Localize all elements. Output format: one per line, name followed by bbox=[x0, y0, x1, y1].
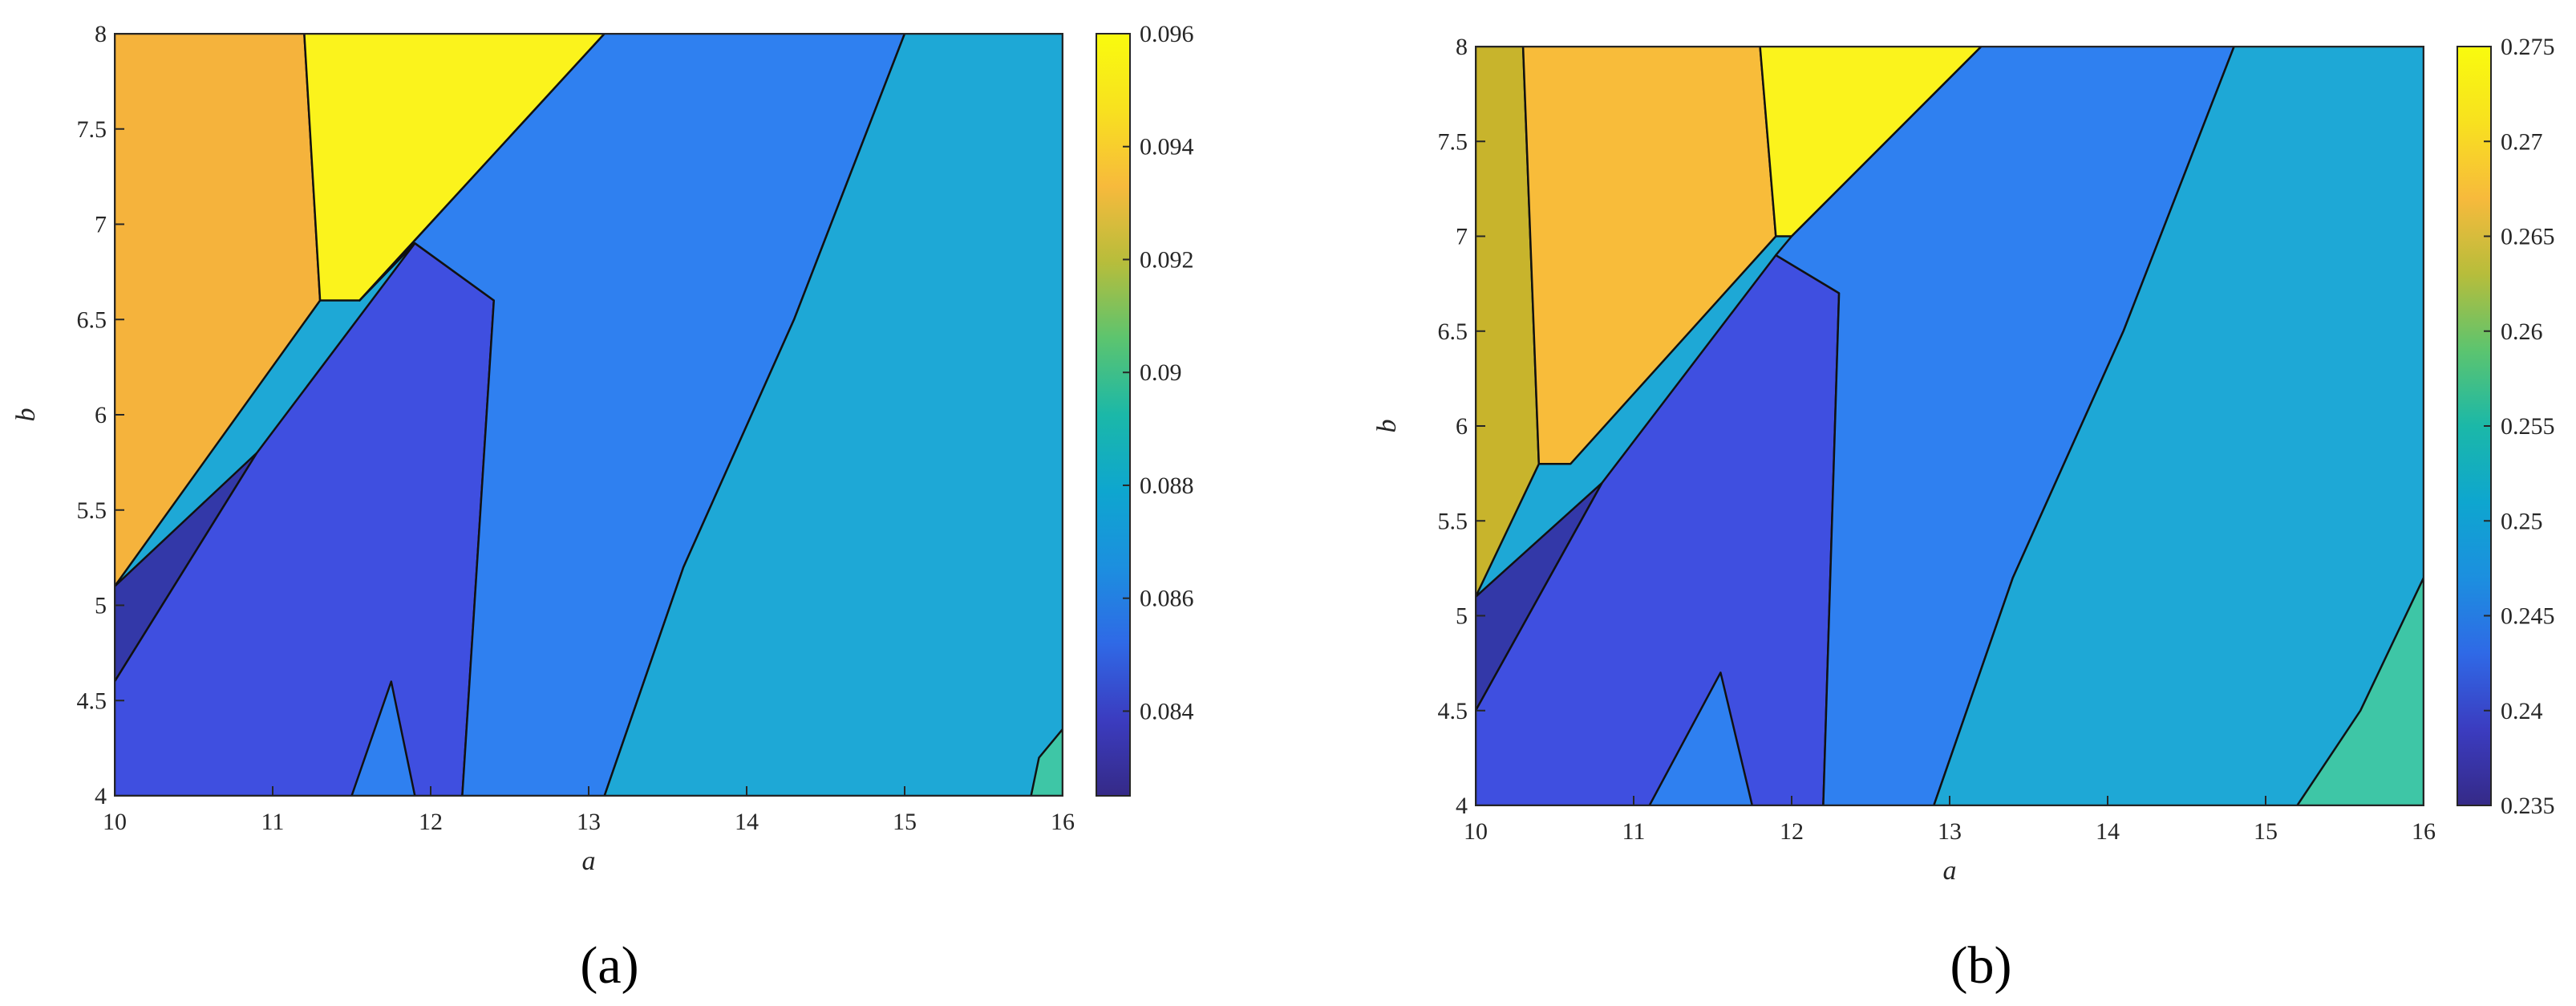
y-tick-label: 7 bbox=[95, 212, 107, 238]
y-tick-label: 7.5 bbox=[77, 116, 107, 143]
y-tick-label: 6 bbox=[95, 402, 107, 428]
x-tick-label: 15 bbox=[893, 809, 917, 835]
y-tick-label: 8 bbox=[1456, 34, 1468, 60]
x-axis-label: a bbox=[1943, 856, 1957, 886]
y-tick-label: 5.5 bbox=[1438, 508, 1468, 534]
heatmap-region-far-right bbox=[603, 34, 1063, 796]
colorbar: 0.084 0.086 0.088 0.09 0.092 0.094 0.096 bbox=[1096, 21, 1194, 797]
colorbar-tick-label: 0.096 bbox=[1140, 21, 1194, 47]
y-tick-label: 4.5 bbox=[1438, 698, 1468, 724]
heatmap-panel-1: 10 11 12 13 14 15 1644.555.566.577.58ab0.0840.… bbox=[11, 21, 1194, 995]
x-tick-label: 15 bbox=[2254, 818, 2278, 845]
colorbar-tick-label: 0.275 bbox=[2501, 34, 2555, 60]
colorbar-tick-label: 0.25 bbox=[2501, 508, 2543, 534]
x-tick-label: 14 bbox=[735, 809, 759, 835]
colorbar-tick-label: 0.084 bbox=[1140, 698, 1194, 724]
y-tick-label: 5 bbox=[95, 593, 107, 619]
colorbar-tick-label: 0.255 bbox=[2501, 413, 2555, 440]
x-tick-label: 11 bbox=[261, 809, 285, 835]
heatmap-plot-area bbox=[1476, 47, 2424, 805]
x-tick-label: 16 bbox=[2412, 818, 2436, 845]
y-tick-label: 8 bbox=[95, 21, 107, 47]
heatmap-region-bottom-patch bbox=[1648, 671, 1754, 805]
y-tick-label: 4.5 bbox=[77, 688, 107, 714]
heatmap-region-upper-left bbox=[1521, 47, 1777, 465]
y-axis-label: b bbox=[11, 408, 41, 422]
y-tick-label: 7.5 bbox=[1438, 128, 1468, 155]
heatmap-panel-2: 10 11 12 13 14 15 1644.555.566.577.58ab0.2350.… bbox=[1372, 34, 2555, 995]
colorbar-gradient bbox=[1096, 33, 1131, 797]
colorbar-tick-label: 0.09 bbox=[1140, 359, 1182, 386]
heatmap-region-corner-patch bbox=[1030, 728, 1063, 796]
y-tick-label: 5.5 bbox=[77, 497, 107, 524]
y-tick-label: 7 bbox=[1456, 224, 1468, 250]
y-tick-label: 6 bbox=[1456, 413, 1468, 440]
colorbar-tick-label: 0.094 bbox=[1140, 134, 1194, 160]
colorbar-tick-label: 0.265 bbox=[2501, 224, 2555, 250]
y-tick-label: 4 bbox=[1456, 793, 1468, 819]
x-tick-label: 12 bbox=[1780, 818, 1804, 845]
x-tick-label: 10 bbox=[1464, 818, 1488, 845]
colorbar-tick-label: 0.27 bbox=[2501, 128, 2543, 155]
y-tick-label: 6.5 bbox=[1438, 318, 1468, 345]
x-tick-label: 11 bbox=[1622, 818, 1646, 845]
panel-label: (a) bbox=[580, 936, 638, 995]
heatmap-region-bottom-patch bbox=[350, 680, 416, 796]
colorbar: 0.235 0.24 0.245 0.25 0.255 0.26 0.265 0.27 0.27… bbox=[2457, 34, 2555, 819]
x-axis-label: a bbox=[582, 846, 596, 876]
colorbar-tick-label: 0.088 bbox=[1140, 473, 1194, 499]
x-tick-label: 12 bbox=[419, 809, 443, 835]
colorbar-tick-label: 0.245 bbox=[2501, 603, 2555, 630]
y-tick-label: 4 bbox=[95, 783, 107, 809]
y-axis-label: b bbox=[1372, 420, 1402, 433]
colorbar-tick-label: 0.086 bbox=[1140, 586, 1194, 612]
x-tick-label: 13 bbox=[577, 809, 601, 835]
colorbar-tick-label: 0.092 bbox=[1140, 246, 1194, 273]
heatmap-region-corner-patch bbox=[2296, 576, 2424, 805]
y-tick-label: 5 bbox=[1456, 603, 1468, 630]
x-tick-label: 16 bbox=[1051, 809, 1075, 835]
panel-label: (b) bbox=[1950, 936, 2012, 995]
y-tick-label: 6.5 bbox=[77, 306, 107, 333]
x-tick-label: 10 bbox=[103, 809, 127, 835]
x-tick-label: 13 bbox=[1938, 818, 1962, 845]
heatmap-plot-area bbox=[115, 34, 1063, 796]
colorbar-tick-label: 0.24 bbox=[2501, 698, 2543, 724]
x-tick-label: 14 bbox=[2096, 818, 2120, 845]
colorbar-tick-label: 0.235 bbox=[2501, 793, 2555, 819]
heatmap-region-far-right bbox=[1933, 47, 2424, 805]
colorbar-tick-label: 0.26 bbox=[2501, 318, 2543, 345]
